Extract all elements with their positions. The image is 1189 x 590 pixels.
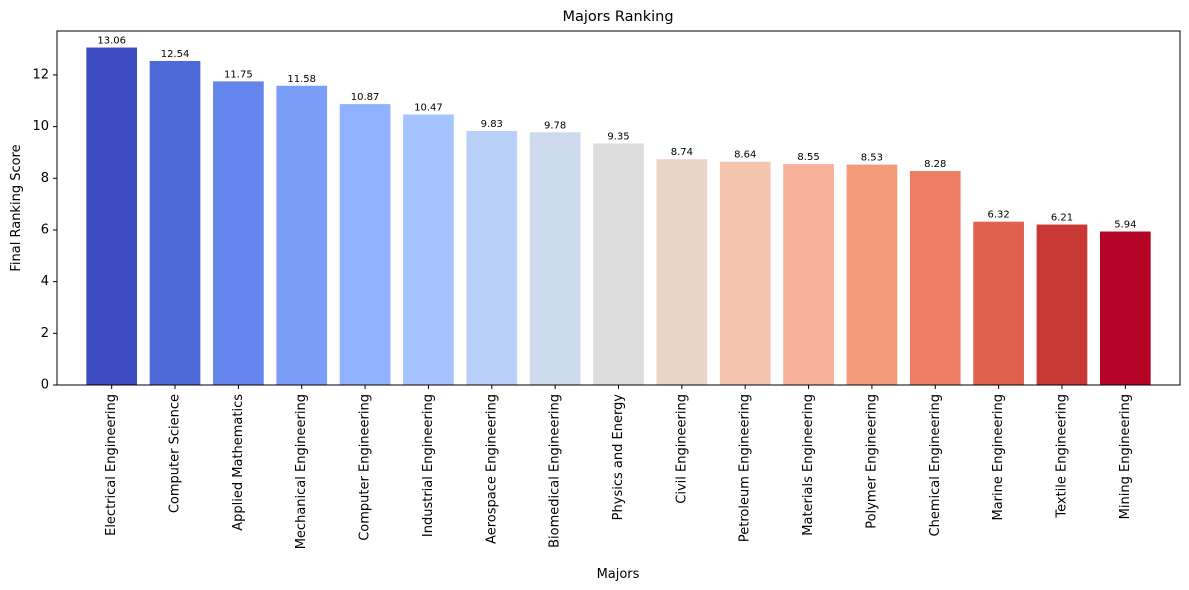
x-tick-label: Materials Engineering [801, 394, 816, 536]
bar [593, 143, 644, 385]
bar-value-label: 9.83 [481, 119, 503, 130]
bar [783, 164, 834, 385]
bar [973, 221, 1024, 385]
bar-value-label: 8.28 [924, 159, 946, 170]
x-tick-label: Biomedical Engineering [548, 394, 563, 548]
bar [1099, 231, 1151, 385]
bar [529, 132, 581, 385]
y-tick-label: 2 [41, 326, 49, 341]
bar-value-label: 8.53 [861, 153, 883, 164]
x-tick-label: Chemical Engineering [928, 394, 943, 536]
bar-value-label: 6.32 [987, 210, 1009, 221]
bar [276, 85, 328, 385]
x-tick-label: Aerospace Engineering [484, 394, 499, 544]
x-axis-title: Majors [597, 567, 640, 582]
x-tick-label: Marine Engineering [991, 394, 1006, 521]
bar [846, 164, 898, 385]
bar-value-label: 13.06 [97, 36, 126, 47]
x-tick-label: Physics and Energy [611, 394, 626, 521]
value-labels-group: 13.06 12.54 11.75 11.58 10.87 10.47 9.83 9.78 9.… [97, 36, 1136, 231]
y-tick-label: 12 [32, 67, 49, 82]
x-tick-label: Textile Engineering [1054, 394, 1069, 519]
chart-title: Majors Ranking [562, 9, 673, 25]
bar [403, 114, 454, 386]
x-axis: Electrical Engineering Computer Science Ap… [104, 385, 1133, 549]
x-tick-label: Mining Engineering [1118, 394, 1133, 519]
bar [466, 130, 518, 385]
bar [656, 159, 708, 385]
bar [213, 81, 264, 385]
y-tick-label: 10 [32, 119, 49, 134]
bar-value-label: 9.78 [544, 120, 566, 131]
bar-value-label: 8.74 [671, 147, 693, 158]
y-tick-label: 6 [41, 222, 49, 237]
bar [149, 60, 201, 385]
bar-value-label: 10.47 [414, 102, 443, 113]
x-tick-label: Civil Engineering [674, 394, 689, 504]
bars-group [86, 47, 1151, 386]
plot-frame [56, 30, 1181, 386]
bar [86, 47, 138, 385]
bar [1036, 224, 1088, 385]
bar-value-label: 11.75 [224, 69, 253, 80]
bar [719, 161, 771, 385]
y-tick-label: 4 [41, 274, 49, 289]
y-axis: 0 2 4 6 8 10 12 [32, 67, 57, 393]
x-tick-label: Polymer Engineering [864, 394, 879, 529]
bar-value-label: 10.87 [351, 92, 380, 103]
bar-value-label: 8.55 [797, 152, 819, 163]
y-tick-label: 8 [41, 171, 49, 186]
y-axis-title: Final Ranking Score [9, 144, 24, 271]
x-tick-label: Electrical Engineering [104, 394, 119, 536]
x-tick-label: Mechanical Engineering [294, 394, 309, 549]
bar-value-label: 11.58 [287, 74, 316, 85]
bar [909, 171, 961, 385]
x-tick-label: Computer Science [168, 394, 183, 513]
x-tick-label: Petroleum Engineering [738, 394, 753, 542]
bar-value-label: 8.64 [734, 150, 756, 161]
y-tick-label: 0 [41, 378, 49, 393]
bar-value-label: 5.94 [1114, 220, 1136, 231]
bar [339, 104, 391, 385]
bar-value-label: 12.54 [161, 49, 190, 60]
x-tick-label: Computer Engineering [358, 394, 373, 541]
bar-value-label: 9.35 [607, 131, 629, 142]
bar-value-label: 6.21 [1051, 213, 1073, 224]
x-tick-label: Applied Mathematics [231, 394, 246, 531]
x-tick-label: Industrial Engineering [421, 394, 436, 537]
